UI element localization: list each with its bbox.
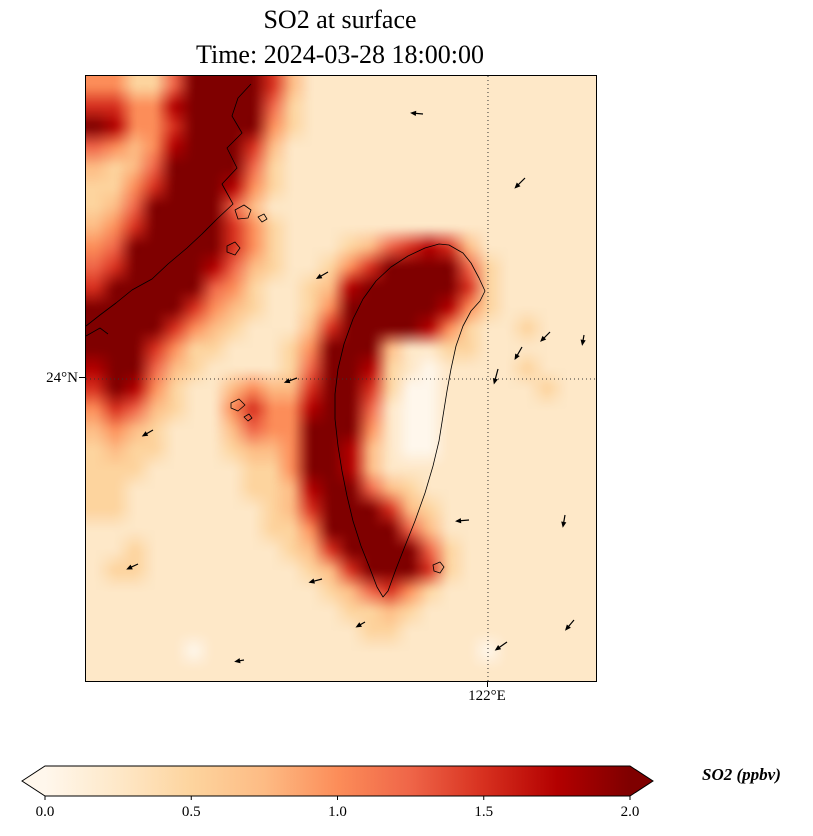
wind-arrow	[561, 514, 567, 528]
colorbar-label: SO2 (ppbv)	[702, 765, 781, 784]
wind-arrow	[514, 346, 523, 360]
map-overlay	[86, 76, 596, 681]
colorbar-tick-label: 1.5	[474, 804, 493, 820]
colorbar-tick-label: 0.5	[182, 804, 201, 820]
coastline-path	[257, 213, 268, 223]
longitude-tick-label: 122°E	[468, 688, 506, 704]
wind-arrow	[580, 334, 586, 346]
wind-arrow	[455, 518, 470, 524]
coastline-path	[86, 83, 252, 327]
wind-arrow	[355, 621, 366, 628]
wind-arrow	[540, 331, 551, 342]
wind-arrow	[283, 377, 298, 384]
coastline-path	[234, 204, 252, 220]
wind-arrow	[308, 578, 323, 584]
title-line-2: Time: 2024-03-28 18:00:00	[196, 40, 484, 69]
coastline-path	[243, 413, 253, 422]
chart-title: SO2 at surface Time: 2024-03-28 18:00:00	[85, 2, 595, 72]
colorbar-tick-label: 0.0	[36, 804, 55, 820]
wind-arrow	[565, 619, 575, 631]
colorbar: 0.0 0.5 1.0 1.5 2.0	[21, 765, 654, 820]
colorbar-ticks: 0.0 0.5 1.0 1.5 2.0	[36, 796, 640, 820]
longitude-tick-mark	[487, 681, 488, 687]
wind-arrow	[494, 641, 508, 651]
coastline-path	[230, 398, 246, 412]
wind-arrow	[514, 177, 526, 189]
colorbar-tick-label: 2.0	[621, 804, 640, 820]
wind-arrow	[126, 563, 139, 570]
title-line-1: SO2 at surface	[263, 5, 417, 34]
wind-arrow	[315, 271, 329, 279]
coastline-path	[334, 243, 486, 598]
wind-arrow	[234, 658, 245, 664]
coastline-path	[226, 241, 241, 256]
coastline-path	[86, 327, 109, 337]
colorbar-tick-label: 1.0	[328, 804, 347, 820]
latitude-tick-label: 24°N	[46, 370, 78, 386]
wind-arrow	[141, 429, 154, 437]
colorbar-bar	[21, 765, 654, 797]
latitude-tick-mark	[79, 377, 86, 378]
map-plot-area	[85, 75, 597, 682]
wind-arrow	[492, 368, 499, 385]
coastline-path	[432, 561, 445, 574]
wind-arrow	[410, 110, 424, 116]
